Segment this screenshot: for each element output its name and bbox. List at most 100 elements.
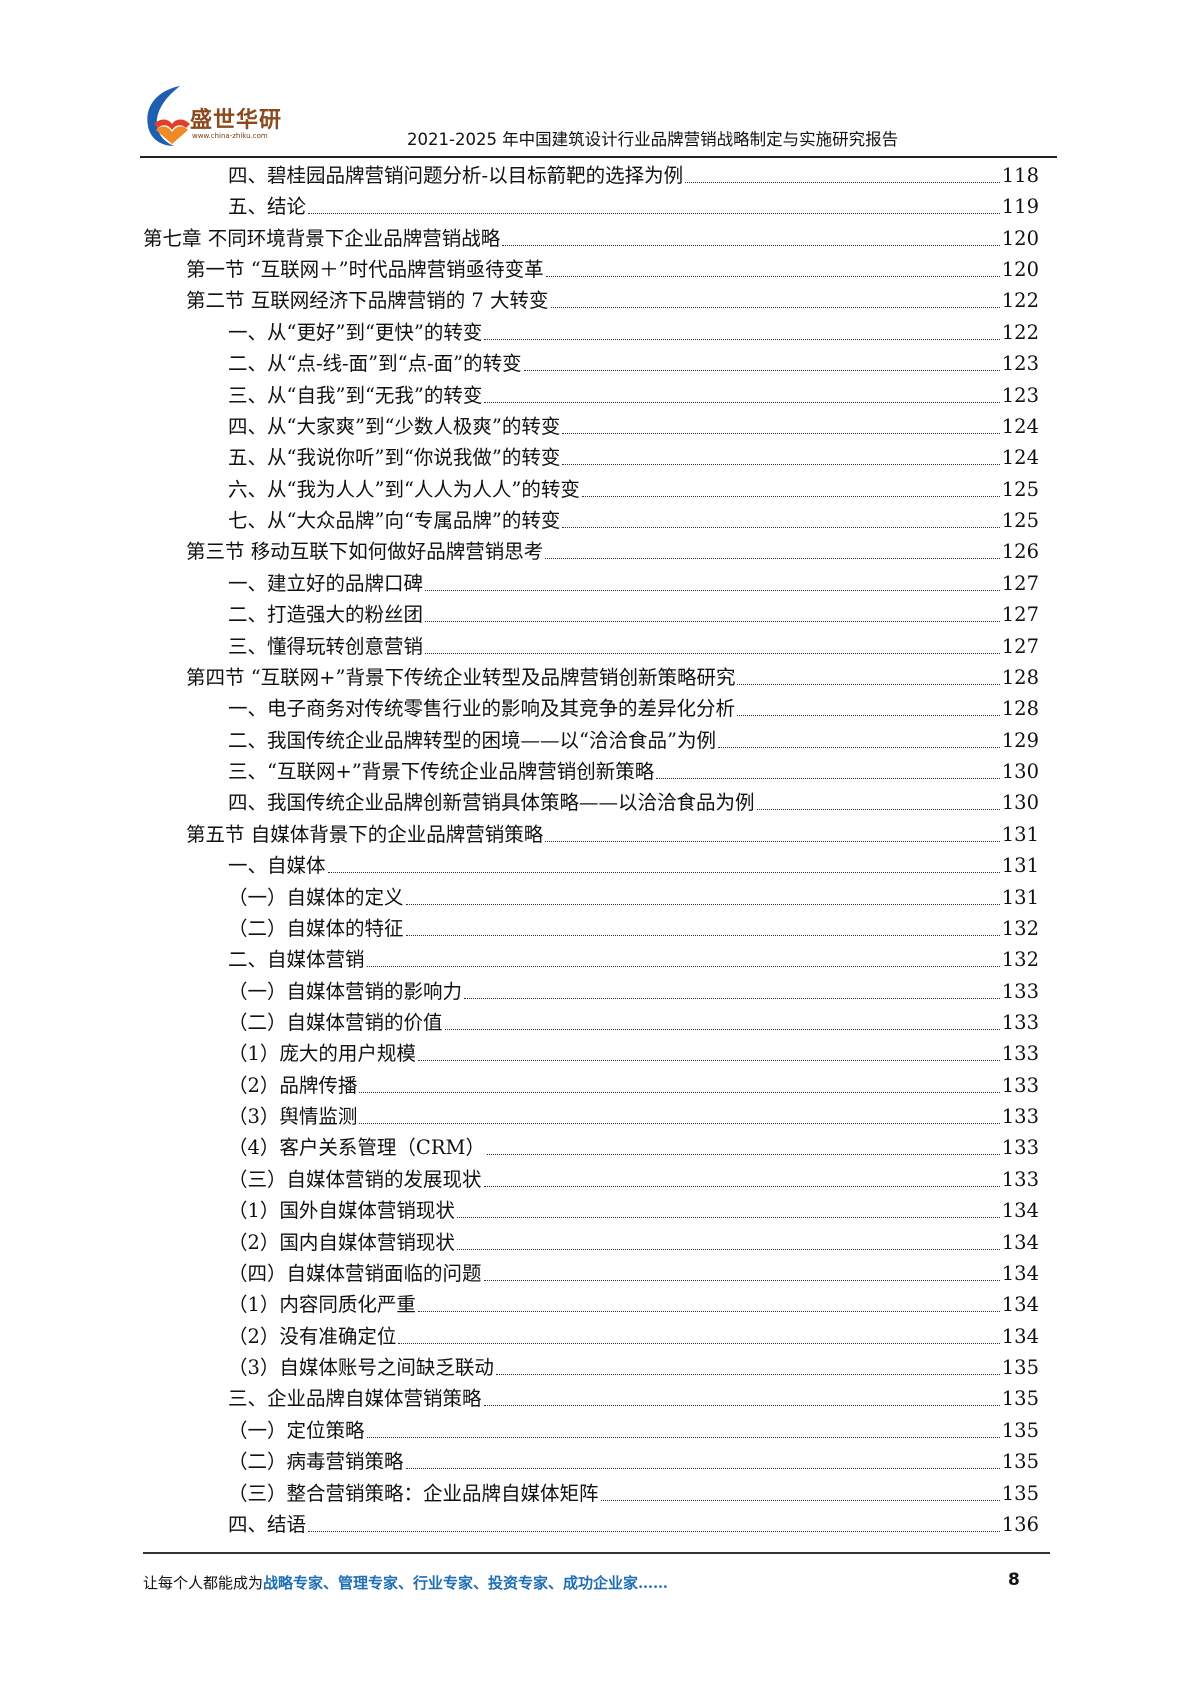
- toc-entry-title: （1）内容同质化严重: [228, 1293, 416, 1317]
- toc-entry[interactable]: 七、从“大众品牌”向“专属品牌”的转变 125: [228, 507, 1039, 535]
- footer-slogan-prefix: 让每个人都能成为: [143, 1574, 264, 1592]
- toc-entry[interactable]: 第二节 互联网经济下品牌营销的 7 大转变 122: [186, 287, 1039, 315]
- toc-entry-page: 124: [1001, 414, 1039, 438]
- toc-entry-page: 124: [1001, 446, 1039, 470]
- toc-entry-page: 132: [1001, 916, 1039, 940]
- toc-entry[interactable]: 四、我国传统企业品牌创新营销具体策略——以洽洽食品为例 130: [228, 789, 1039, 817]
- toc-entry[interactable]: 二、自媒体营销 132: [228, 946, 1039, 974]
- toc-entry-page: 133: [1001, 1136, 1039, 1160]
- toc-entry[interactable]: 一、建立好的品牌口碑 127: [228, 570, 1039, 598]
- footer-slogan: 让每个人都能成为战略专家、管理专家、行业专家、投资专家、成功企业家……: [143, 1572, 668, 1593]
- toc-entry-title: 七、从“大众品牌”向“专属品牌”的转变: [228, 509, 561, 533]
- toc-dot-leader: [495, 1374, 1000, 1376]
- toc-entry-page: 123: [1001, 383, 1039, 407]
- toc-entry-page: 134: [1001, 1261, 1039, 1285]
- toc-entry-page: 127: [1001, 571, 1039, 595]
- toc-entry[interactable]: 二、我国传统企业品牌转型的困境——以“洽洽食品”为例 129: [228, 727, 1039, 755]
- toc-dot-leader: [737, 715, 1000, 717]
- toc-entry[interactable]: 第三节 移动互联下如何做好品牌营销思考 126: [186, 538, 1039, 566]
- toc-entry[interactable]: （三）自媒体营销的发展现状 133: [228, 1166, 1039, 1194]
- toc-entry[interactable]: 三、从“自我”到“无我”的转变 123: [228, 382, 1039, 410]
- toc-entry[interactable]: 第四节 “互联网+”背景下传统企业转型及品牌营销创新策略研究 128: [186, 664, 1039, 692]
- toc-entry[interactable]: （一）自媒体的定义 131: [228, 884, 1039, 912]
- toc-entry[interactable]: （二）自媒体营销的价值 133: [228, 1009, 1039, 1037]
- toc-entry-title: 二、我国传统企业品牌转型的困境——以“洽洽食品”为例: [228, 728, 716, 752]
- toc-dot-leader: [562, 464, 1000, 466]
- toc-dot-leader: [483, 1279, 1000, 1281]
- toc-entry[interactable]: （1）国外自媒体营销现状 134: [228, 1197, 1039, 1225]
- toc-entry-page: 136: [1001, 1512, 1039, 1536]
- toc-entry[interactable]: （一）自媒体营销的影响力 133: [228, 978, 1039, 1006]
- toc-entry-title: 一、建立好的品牌口碑: [228, 571, 424, 595]
- toc-entry-title: （2）没有准确定位: [228, 1324, 397, 1348]
- toc-dot-leader: [484, 401, 1000, 403]
- toc-entry[interactable]: 六、从“我为人人”到“人人为人人”的转变 125: [228, 476, 1039, 504]
- toc-entry-title: （四）自媒体营销面临的问题: [228, 1261, 482, 1285]
- toc-entry-title: 第二节 互联网经济下品牌营销的 7 大转变: [186, 289, 549, 313]
- toc-entry-title: （二）病毒营销策略: [228, 1450, 404, 1474]
- toc-entry[interactable]: 第五节 自媒体背景下的企业品牌营销策略 131: [186, 821, 1039, 849]
- toc-entry[interactable]: （四）自媒体营销面临的问题 134: [228, 1260, 1039, 1288]
- toc-entry[interactable]: 四、碧桂园品牌营销问题分析-以目标箭靶的选择为例 118: [228, 162, 1039, 190]
- toc-entry[interactable]: 第一节 “互联网＋”时代品牌营销亟待变革 120: [186, 256, 1039, 284]
- toc-entry[interactable]: （一）定位策略 135: [228, 1417, 1039, 1445]
- toc-entry[interactable]: （2）国内自媒体营销现状 134: [228, 1229, 1039, 1257]
- toc-entry[interactable]: （3）自媒体账号之间缺乏联动 135: [228, 1354, 1039, 1382]
- toc-entry[interactable]: 一、电子商务对传统零售行业的影响及其竞争的差异化分析 128: [228, 695, 1039, 723]
- toc-entry[interactable]: （三）整合营销策略：企业品牌自媒体矩阵 135: [228, 1480, 1039, 1508]
- toc-entry-page: 135: [1001, 1450, 1039, 1474]
- toc-entry[interactable]: 四、结语 136: [228, 1511, 1039, 1539]
- toc-entry[interactable]: （1）庞大的用户规模 133: [228, 1040, 1039, 1068]
- toc-entry-page: 122: [1001, 320, 1039, 344]
- toc-entry[interactable]: 一、自媒体 131: [228, 852, 1039, 880]
- toc-entry-title: 四、我国传统企业品牌创新营销具体策略——以洽洽食品为例: [228, 791, 755, 815]
- toc-entry[interactable]: 三、企业品牌自媒体营销策略 135: [228, 1385, 1039, 1413]
- toc-entry[interactable]: 二、打造强大的粉丝团 127: [228, 601, 1039, 629]
- toc-entry-title: 第七章 不同环境背景下企业品牌营销战略: [143, 226, 501, 250]
- toc-entry-page: 134: [1001, 1324, 1039, 1348]
- toc-entry[interactable]: 三、懂得玩转创意营销 127: [228, 633, 1039, 661]
- logo-url: www.china-zhiku.com: [192, 132, 268, 140]
- toc-entry-title: 六、从“我为人人”到“人人为人人”的转变: [228, 477, 580, 501]
- toc-entry-title: （一）自媒体的定义: [228, 885, 404, 909]
- toc-entry-page: 118: [1001, 164, 1039, 187]
- toc-entry[interactable]: 一、从“更好”到“更快”的转变 122: [228, 319, 1039, 347]
- toc-entry[interactable]: （1）内容同质化严重 134: [228, 1291, 1039, 1319]
- toc-entry-page: 135: [1001, 1356, 1039, 1380]
- toc-entry-title: （三）自媒体营销的发展现状: [228, 1167, 482, 1191]
- toc-entry-page: 133: [1001, 1073, 1039, 1097]
- toc-entry-title: 三、“互联网+”背景下传统企业品牌营销创新策略: [228, 760, 655, 784]
- toc-dot-leader: [425, 589, 1000, 591]
- header-divider: [140, 156, 1057, 158]
- report-title: 2021-2025 年中国建筑设计行业品牌营销战略制定与实施研究报告: [407, 130, 899, 149]
- toc-dot-leader: [545, 840, 1000, 842]
- toc-entry[interactable]: 二、从“点-线-面”到“点-面”的转变 123: [228, 350, 1039, 378]
- toc-dot-leader: [366, 966, 1000, 968]
- toc-dot-leader: [359, 1091, 1000, 1093]
- toc-entry-page: 129: [1001, 728, 1039, 752]
- toc-entry-page: 134: [1001, 1293, 1039, 1317]
- toc-entry[interactable]: （2）没有准确定位 134: [228, 1323, 1039, 1351]
- toc-dot-leader: [456, 1248, 1000, 1250]
- toc-entry-page: 134: [1001, 1230, 1039, 1254]
- toc-entry-title: 第三节 移动互联下如何做好品牌营销思考: [186, 540, 544, 564]
- toc-entry[interactable]: 三、“互联网+”背景下传统企业品牌营销创新策略 130: [228, 758, 1039, 786]
- toc-entry-page: 120: [1001, 258, 1039, 282]
- toc-entry-title: 四、碧桂园品牌营销问题分析-以目标箭靶的选择为例: [228, 164, 684, 187]
- toc-entry-title: 二、自媒体营销: [228, 948, 365, 972]
- toc-entry[interactable]: （二）病毒营销策略 135: [228, 1448, 1039, 1476]
- toc-entry[interactable]: 四、从“大家爽”到“少数人极爽”的转变 124: [228, 413, 1039, 441]
- toc-entry[interactable]: 五、从“我说你听”到“你说我做”的转变 124: [228, 444, 1039, 472]
- toc-entry[interactable]: 第七章 不同环境背景下企业品牌营销战略 120: [143, 225, 1039, 253]
- toc-dot-leader: [562, 432, 1000, 434]
- toc-entry[interactable]: （4）客户关系管理（CRM） 133: [228, 1134, 1039, 1162]
- toc-entry-page: 131: [1001, 854, 1039, 878]
- toc-entry[interactable]: （二）自媒体的特征 132: [228, 915, 1039, 943]
- toc-entry[interactable]: （2）品牌传播 133: [228, 1072, 1039, 1100]
- toc-entry[interactable]: 五、结论 119: [228, 193, 1039, 221]
- toc-entry[interactable]: （3）舆情监测 133: [228, 1103, 1039, 1131]
- toc-dot-leader: [405, 934, 1000, 936]
- toc-entry-page: 135: [1001, 1481, 1039, 1505]
- toc-dot-leader: [405, 903, 1000, 905]
- toc-entry-page: 123: [1001, 352, 1039, 376]
